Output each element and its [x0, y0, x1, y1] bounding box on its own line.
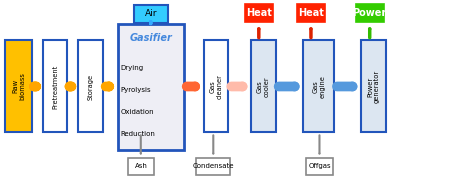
Text: Storage: Storage [88, 73, 93, 100]
Bar [128, 158, 154, 175]
Text: Gas
cleaner: Gas cleaner [210, 74, 223, 99]
Bar [306, 158, 333, 175]
Text: Offgas: Offgas [308, 163, 331, 169]
Text: Power
generator: Power generator [367, 70, 380, 103]
Text: Drying: Drying [120, 65, 144, 71]
Bar [5, 40, 32, 132]
Text: Heat: Heat [246, 8, 272, 18]
Bar [303, 40, 334, 132]
Text: Gas
cooler: Gas cooler [257, 76, 270, 97]
Text: Oxidation: Oxidation [120, 109, 154, 115]
Text: Pretreatment: Pretreatment [52, 64, 58, 109]
Bar [245, 4, 273, 22]
Text: Ash: Ash [135, 163, 147, 169]
Bar [361, 40, 386, 132]
Bar [196, 158, 230, 175]
Bar [251, 40, 276, 132]
Text: Gasifier: Gasifier [129, 33, 172, 43]
Text: Heat: Heat [298, 8, 324, 18]
Text: Condensate: Condensate [192, 163, 234, 169]
Text: Reduction: Reduction [120, 131, 155, 137]
Bar [297, 4, 325, 22]
Bar [118, 24, 184, 150]
Bar [134, 5, 168, 23]
Text: Raw
biomass: Raw biomass [12, 72, 25, 100]
Text: Gas
engine: Gas engine [312, 75, 325, 98]
Bar [356, 4, 384, 22]
Text: Power: Power [353, 8, 387, 18]
Bar [78, 40, 103, 132]
Bar [204, 40, 228, 132]
Text: Air: Air [145, 9, 157, 18]
Bar [43, 40, 67, 132]
Text: Pyrolysis: Pyrolysis [120, 87, 151, 93]
